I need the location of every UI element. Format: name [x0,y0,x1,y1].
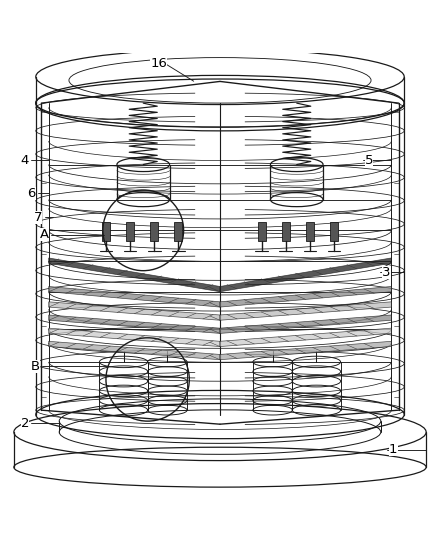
Polygon shape [49,341,220,360]
Bar [150,221,158,242]
Polygon shape [49,302,220,320]
Bar [330,221,338,242]
Polygon shape [220,258,391,292]
Bar [282,221,290,242]
Polygon shape [220,287,391,307]
Polygon shape [220,302,391,320]
Text: 7: 7 [34,211,42,224]
Text: 5: 5 [365,153,374,166]
Bar [306,221,314,242]
Polygon shape [220,315,391,333]
Polygon shape [220,328,391,347]
Text: 3: 3 [382,265,391,279]
Bar [102,221,110,242]
Polygon shape [49,328,220,347]
Text: A: A [40,228,49,241]
Polygon shape [49,315,220,333]
Polygon shape [49,287,220,307]
Text: 4: 4 [21,153,29,166]
Text: 6: 6 [27,187,36,200]
Text: 16: 16 [150,57,167,70]
Polygon shape [220,341,391,360]
Bar [258,221,266,242]
Text: B: B [31,360,40,373]
Text: 2: 2 [21,417,29,430]
Bar [126,221,134,242]
Text: 1: 1 [389,443,397,456]
Polygon shape [49,258,220,292]
Bar [174,221,182,242]
